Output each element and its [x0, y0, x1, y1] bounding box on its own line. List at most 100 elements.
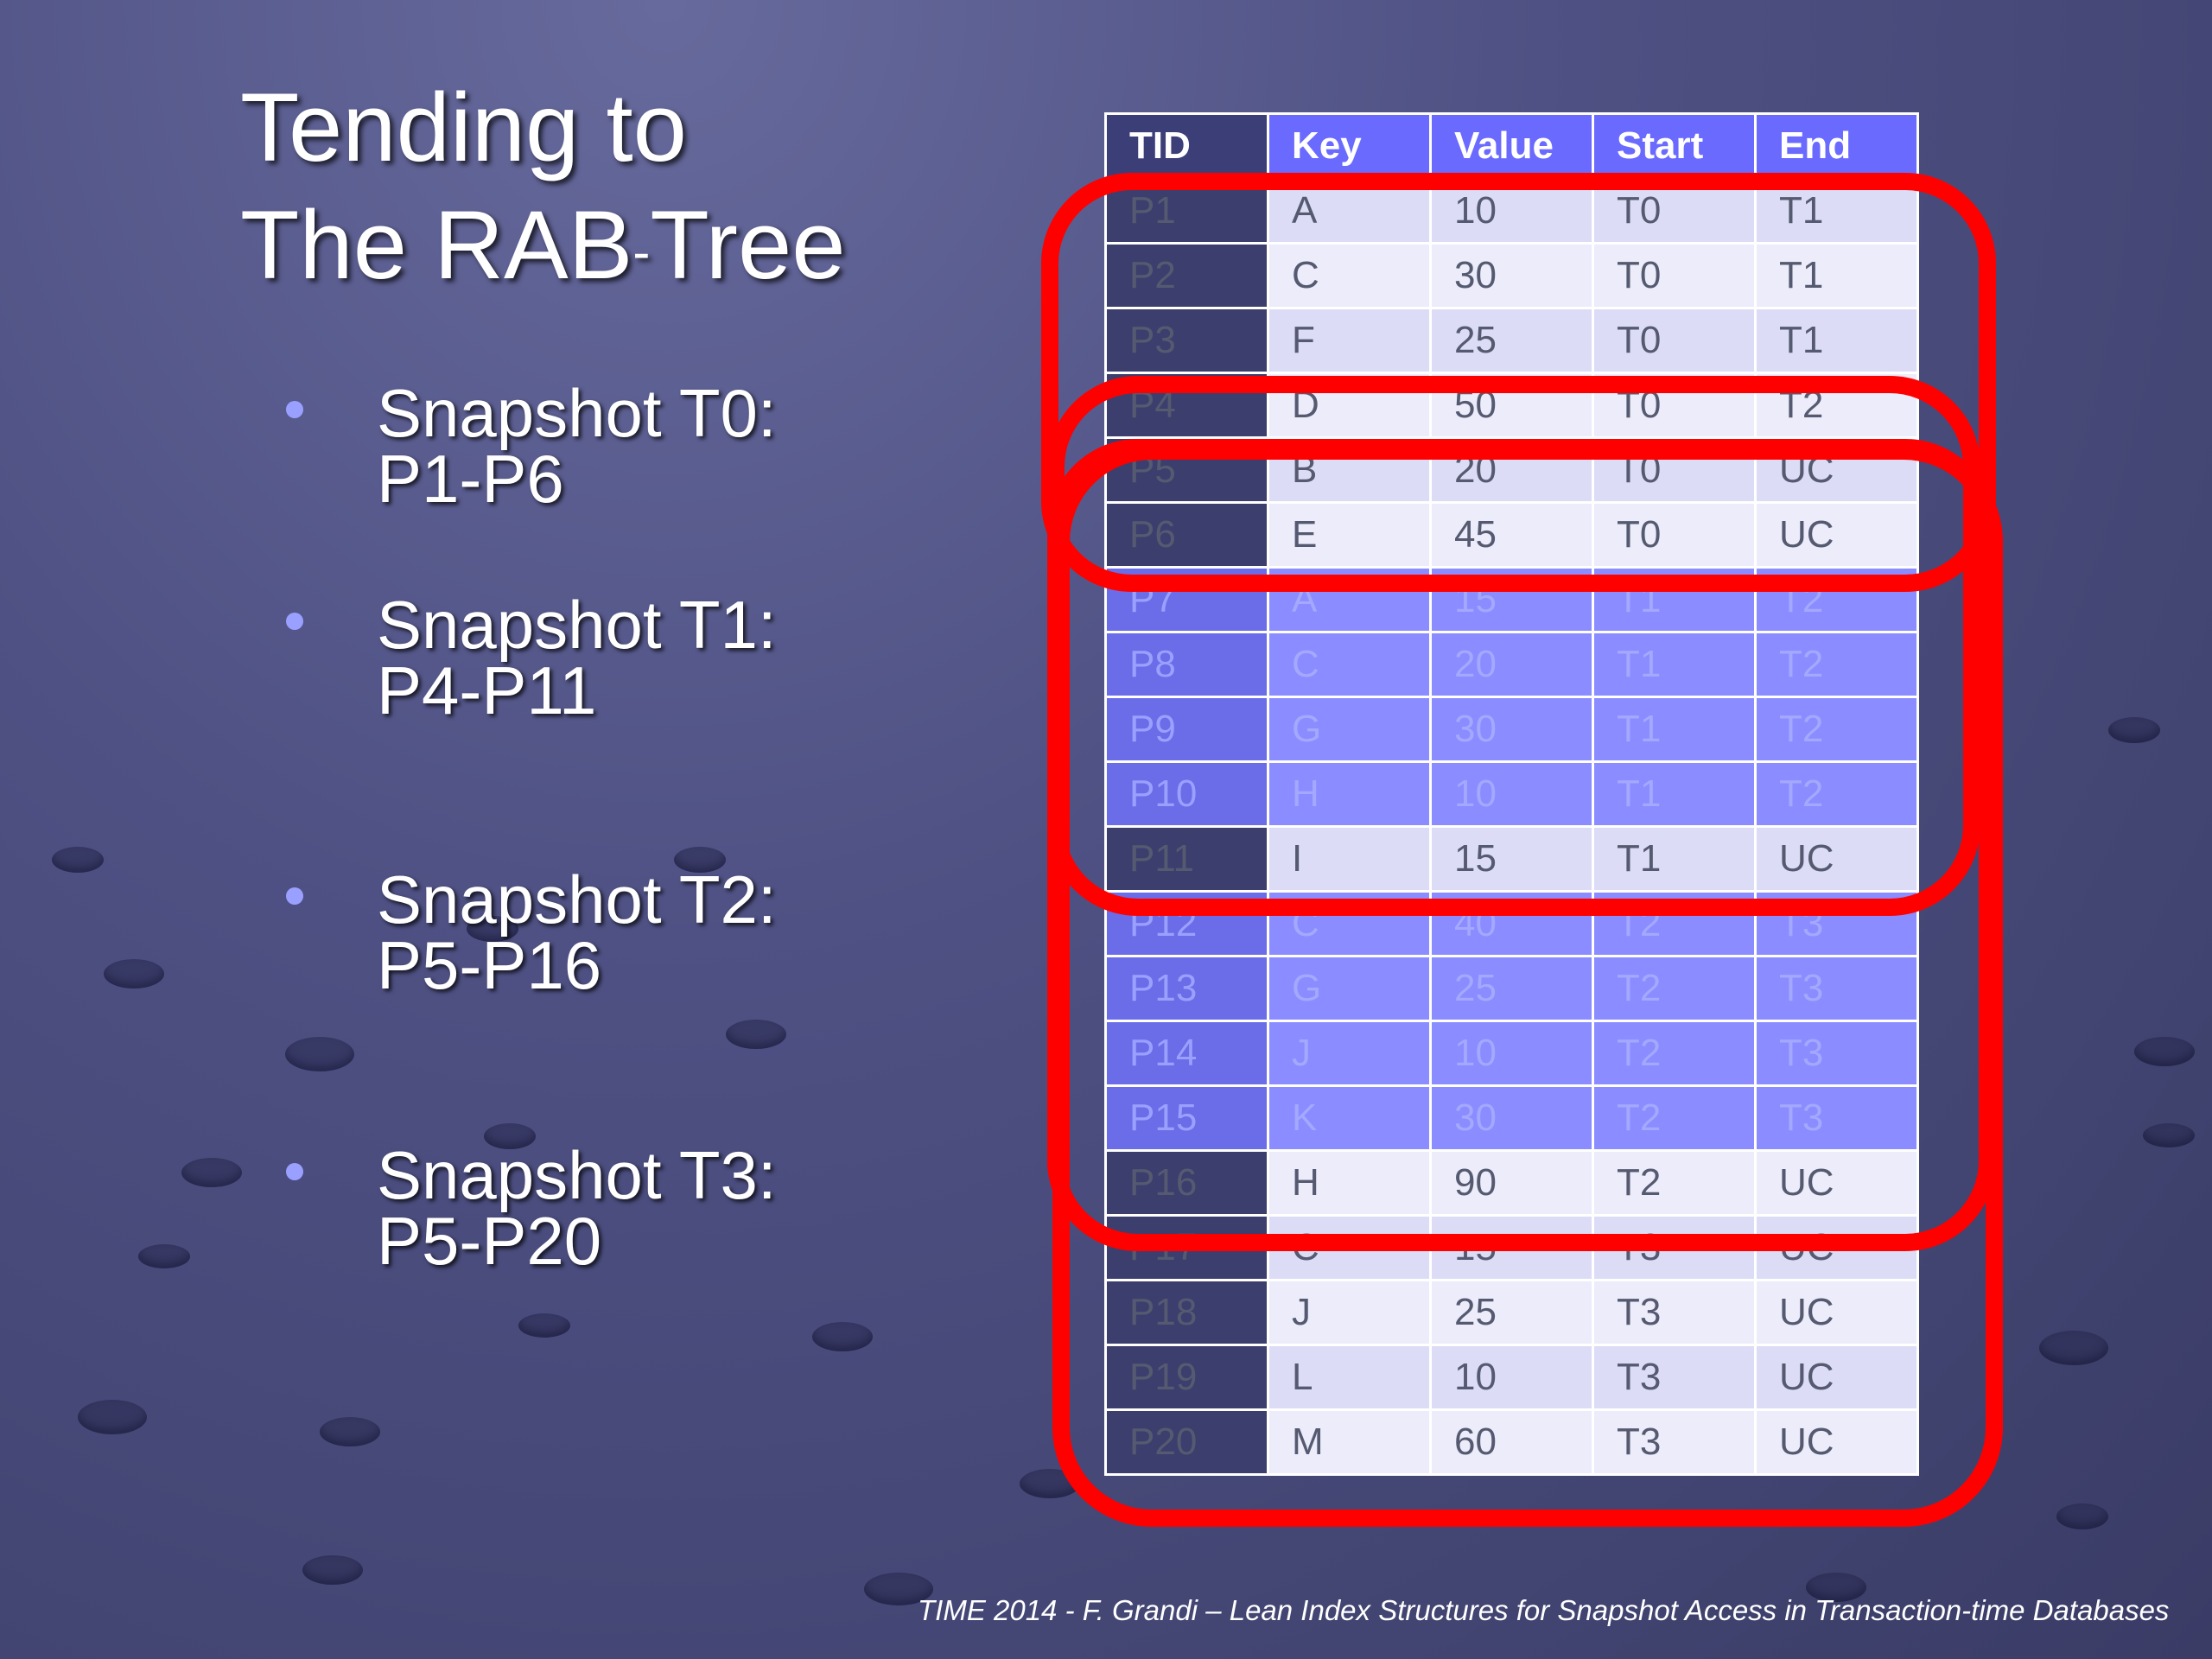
table-cell: UC — [1754, 501, 1919, 569]
slide-title: Tending to The RAB-Tree — [240, 69, 846, 304]
table-cell: H — [1267, 760, 1432, 828]
bullet-dot-icon — [286, 401, 303, 418]
table-cell: P19 — [1104, 1344, 1269, 1411]
background-dot — [2039, 1331, 2108, 1365]
table-row: P1 A 10 T0 T1 — [1104, 177, 1919, 245]
table-cell: T2 — [1754, 372, 1919, 439]
table-cell: UC — [1754, 436, 1919, 504]
column-header: Value — [1429, 112, 1594, 180]
table-cell: T3 — [1754, 1084, 1919, 1152]
bullet-text: Snapshot T2: P5-P16 — [377, 866, 777, 999]
bullet-text: Snapshot T3: P5-P20 — [377, 1141, 777, 1279]
table-cell: T0 — [1592, 436, 1757, 504]
table-cell: T3 — [1754, 955, 1919, 1022]
table-cell: T1 — [1592, 760, 1757, 828]
table-body: P1 A 10 T0 T1 P2 C 30 T0 T1 P3 F 25 T0 T1 P4 D 50 T0 T2 P5 B 2… — [1104, 177, 1919, 1476]
table-cell: C — [1267, 1214, 1432, 1281]
table-cell: T0 — [1592, 242, 1757, 309]
table-row: P16 H 90 T2 UC — [1104, 1149, 1919, 1217]
table-cell: P12 — [1104, 890, 1269, 957]
table-cell: T1 — [1754, 242, 1919, 309]
table-row: P18 J 25 T3 UC — [1104, 1279, 1919, 1346]
table-cell: P18 — [1104, 1279, 1269, 1346]
table-cell: P9 — [1104, 696, 1269, 763]
table-cell: T2 — [1754, 631, 1919, 698]
table-row: P2 C 30 T0 T1 — [1104, 242, 1919, 309]
table-cell: E — [1267, 501, 1432, 569]
table-cell: 30 — [1429, 696, 1594, 763]
bullet-dot-icon — [286, 613, 303, 630]
table-cell: C — [1267, 631, 1432, 698]
table-cell: T2 — [1754, 760, 1919, 828]
table-cell: T3 — [1754, 890, 1919, 957]
background-dot — [1020, 1469, 1080, 1498]
table-cell: 10 — [1429, 760, 1594, 828]
table-cell: 30 — [1429, 242, 1594, 309]
bullet-line-2: P4-P11 — [377, 652, 597, 728]
table-cell: A — [1267, 177, 1432, 245]
bullet-line-1: Snapshot T0: — [377, 375, 777, 451]
table-cell: J — [1267, 1279, 1432, 1346]
table-cell: P7 — [1104, 566, 1269, 633]
table-cell: 10 — [1429, 177, 1594, 245]
table-cell: P6 — [1104, 501, 1269, 569]
column-header: Key — [1267, 112, 1432, 180]
table-cell: T2 — [1592, 1149, 1757, 1217]
footer-citation: TIME 2014 - F. Grandi – Lean Index Struc… — [918, 1594, 2170, 1626]
background-dot — [320, 1417, 380, 1446]
background-dot — [285, 1037, 354, 1071]
table-row: P9 G 30 T1 T2 — [1104, 696, 1919, 763]
bullet-dot-icon — [286, 887, 303, 905]
table-cell: T2 — [1754, 696, 1919, 763]
table-cell: P4 — [1104, 372, 1269, 439]
table-cell: P14 — [1104, 1020, 1269, 1087]
table-cell: M — [1267, 1408, 1432, 1476]
table-row: P14 J 10 T2 T3 — [1104, 1020, 1919, 1087]
table-cell: T3 — [1592, 1214, 1757, 1281]
table-cell: T3 — [1592, 1408, 1757, 1476]
transaction-table: TID Key Value Start End P1 A 10 T0 T1 P2 C 30 T0 T1 P3… — [1104, 112, 1919, 1476]
title-line-2-main: The RAB — [240, 191, 633, 299]
table-cell: T1 — [1754, 307, 1919, 374]
table-cell: 20 — [1429, 631, 1594, 698]
table-cell: L — [1267, 1344, 1432, 1411]
table-cell: 25 — [1429, 307, 1594, 374]
table-cell: G — [1267, 955, 1432, 1022]
table-cell: 25 — [1429, 1279, 1594, 1346]
table-cell: P11 — [1104, 825, 1269, 893]
table-cell: B — [1267, 436, 1432, 504]
bullet-line-1: Snapshot T1: — [377, 587, 777, 663]
table-cell: C — [1267, 242, 1432, 309]
table-cell: P16 — [1104, 1149, 1269, 1217]
table-cell: 50 — [1429, 372, 1594, 439]
title-superscript: - — [632, 223, 651, 281]
table-cell: 15 — [1429, 825, 1594, 893]
table-header-row: TID Key Value Start End — [1104, 112, 1919, 180]
table-cell: T1 — [1754, 177, 1919, 245]
table-cell: P15 — [1104, 1084, 1269, 1152]
table-cell: T0 — [1592, 372, 1757, 439]
table-cell: UC — [1754, 1149, 1919, 1217]
table-cell: G — [1267, 696, 1432, 763]
background-dot — [674, 847, 726, 873]
table-cell: D — [1267, 372, 1432, 439]
title-line-2: The RAB-Tree — [240, 187, 846, 304]
bullet-line-2: P1-P6 — [377, 441, 564, 517]
table-cell: 15 — [1429, 566, 1594, 633]
background-dot — [726, 1020, 786, 1049]
bullet-dot-icon — [286, 1163, 303, 1180]
table-cell: 60 — [1429, 1408, 1594, 1476]
table-cell: T3 — [1592, 1279, 1757, 1346]
table-cell: J — [1267, 1020, 1432, 1087]
table-row: P8 C 20 T1 T2 — [1104, 631, 1919, 698]
bullet-line-2: P5-P20 — [377, 1203, 602, 1279]
background-dot — [2108, 717, 2160, 743]
table-cell: P17 — [1104, 1214, 1269, 1281]
column-header: End — [1754, 112, 1919, 180]
table-row: P19 L 10 T3 UC — [1104, 1344, 1919, 1411]
table-cell: T2 — [1592, 1084, 1757, 1152]
title-line-1: Tending to — [240, 73, 687, 181]
table-cell: T1 — [1592, 825, 1757, 893]
table-row: P10 H 10 T1 T2 — [1104, 760, 1919, 828]
table-cell: P1 — [1104, 177, 1269, 245]
